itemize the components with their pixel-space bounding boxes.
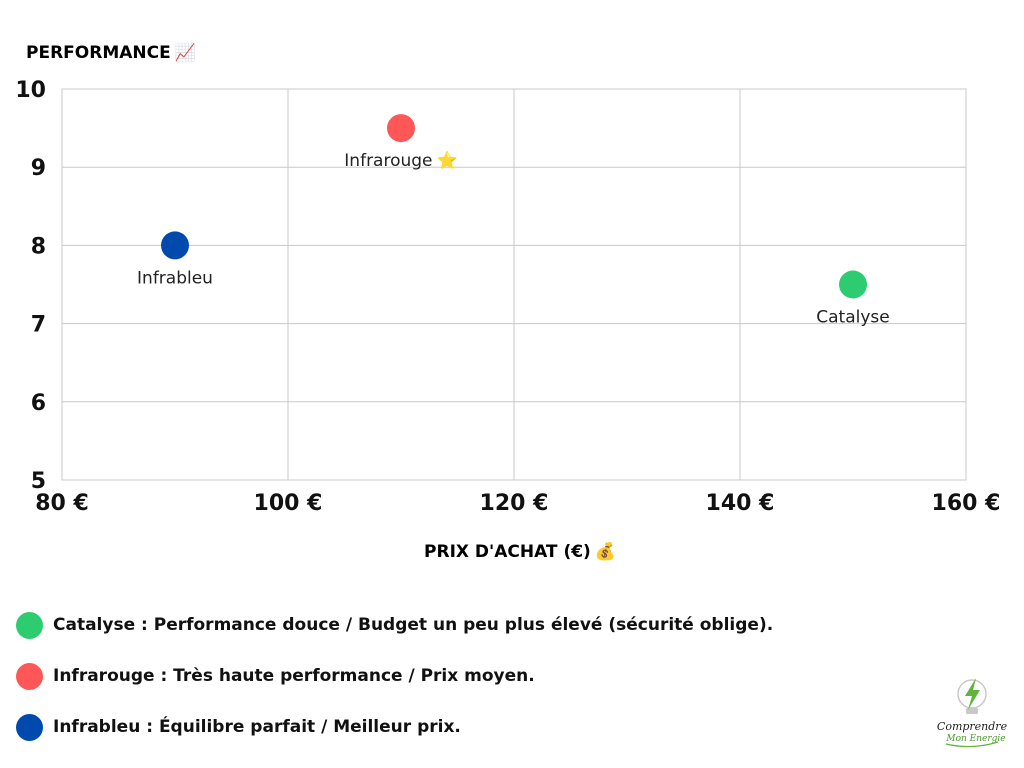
point-label-infrableu: Infrableu — [137, 268, 213, 288]
y-tick-label: 10 — [15, 78, 46, 103]
legend-text-infrableu: Infrableu : Équilibre parfait / Meilleur… — [53, 717, 461, 737]
legend-text-catalyse: Catalyse : Performance douce / Budget un… — [53, 615, 774, 635]
x-axis-title: PRIX D'ACHAT (€) 💰 — [424, 541, 616, 562]
scatter-chart: PERFORMANCE 📈 80 € 100 € 120 € 140 € 160 € 5 6 7… — [15, 42, 1000, 562]
legend-dot-infrarouge — [16, 662, 43, 690]
legend-text-infrarouge: Infrarouge : Très haute performance / Pr… — [53, 666, 535, 686]
legend: Catalyse : Performance douce / Budget un… — [16, 611, 774, 765]
chart-grid — [61, 88, 967, 481]
y-tick-label: 5 — [31, 469, 46, 494]
star-icon: ⭐ — [437, 150, 458, 171]
legend-item-infrableu: Infrableu : Équilibre parfait / Meilleur… — [16, 713, 773, 741]
x-tick-label: 100 € — [254, 491, 323, 516]
point-label-infrarouge: Infrarouge ⭐ — [344, 150, 457, 171]
y-tick-label: 8 — [31, 234, 46, 259]
axis-ticks: 80 € 100 € 120 € 140 € 160 € 5 6 7 8 9 10 — [15, 78, 1000, 516]
legend-item-infrarouge: Infrarouge : Très haute performance / Pr… — [16, 662, 773, 690]
x-tick-label: 120 € — [480, 491, 549, 516]
point-infrarouge — [387, 114, 415, 143]
logo-line2: Mon Energie — [945, 734, 1005, 744]
y-tick-label: 6 — [31, 391, 46, 416]
point-infrableu — [161, 231, 189, 260]
logo-line1: Comprendre — [937, 720, 1008, 733]
y-tick-label: 7 — [31, 313, 46, 338]
point-label-catalyse: Catalyse — [816, 308, 889, 328]
point-catalyse — [839, 270, 867, 299]
comprendre-mon-energie-logo: Comprendre Mon Energie — [937, 678, 1008, 748]
x-tick-label: 160 € — [932, 491, 1001, 516]
data-points: Infrarouge ⭐ Infrableu Catalyse — [137, 114, 890, 328]
x-tick-label: 140 € — [706, 491, 775, 516]
legend-item-catalyse: Catalyse : Performance douce / Budget un… — [16, 611, 774, 639]
lightbulb-bolt-icon — [957, 678, 987, 714]
legend-dot-infrableu — [16, 713, 43, 741]
y-axis-title: PERFORMANCE 📈 — [26, 42, 196, 63]
x-tick-label: 80 € — [35, 491, 89, 516]
legend-dot-catalyse — [16, 611, 43, 639]
y-tick-label: 9 — [31, 156, 46, 181]
